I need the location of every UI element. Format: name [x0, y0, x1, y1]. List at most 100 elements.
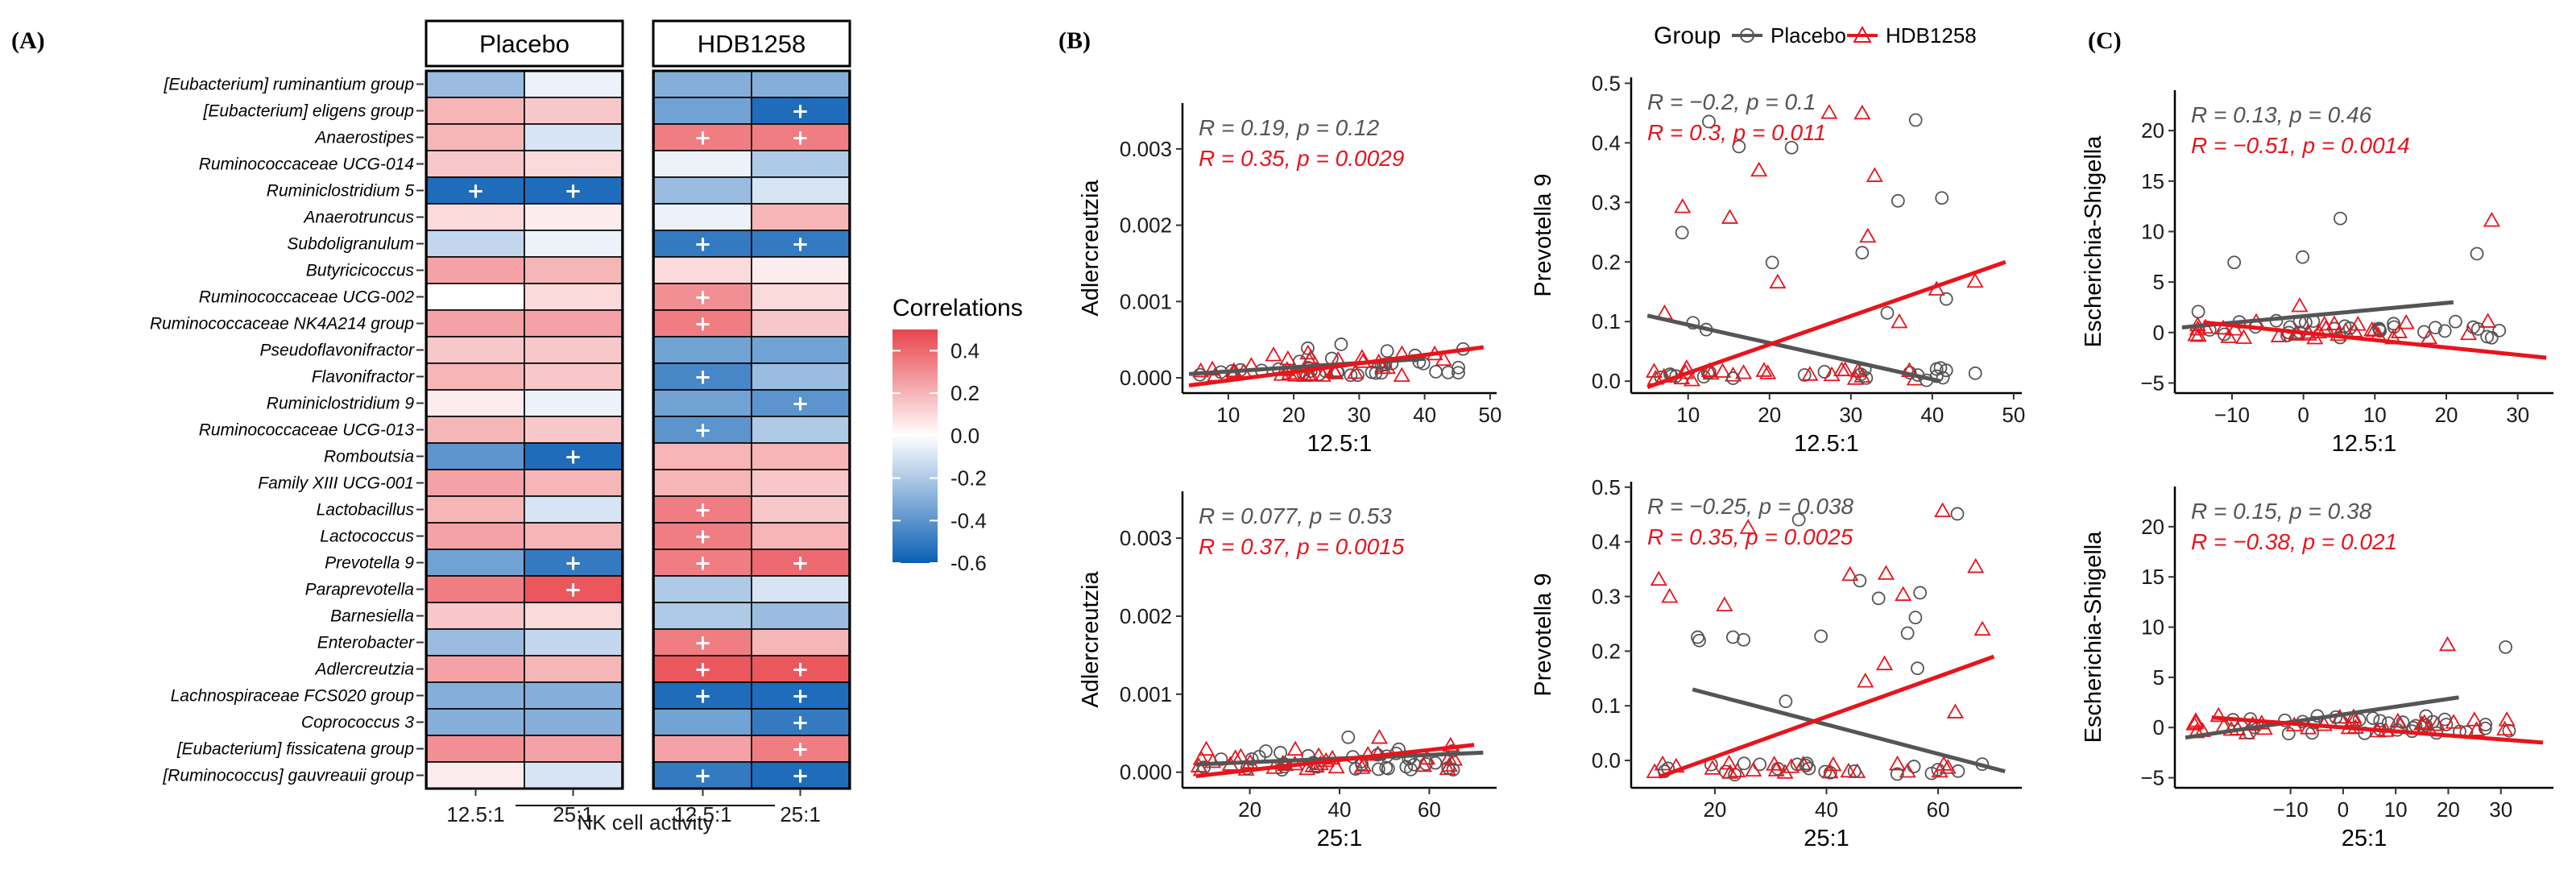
x-axis-title: 25:1: [1317, 826, 1362, 851]
placebo-point: [1891, 193, 1905, 208]
placebo-point: [1779, 694, 1793, 709]
x-tick-label: 30: [2506, 403, 2529, 427]
hdb-point: [1418, 749, 1436, 765]
x-tick-label: 20: [1238, 797, 1261, 822]
y-tick-label: 0.000: [1120, 760, 1172, 785]
hdb-regression-line: [1658, 654, 1995, 779]
y-tick-label: 0.1: [1592, 694, 1621, 718]
heatmap-cell: [524, 309, 623, 338]
heatmap-cell: [524, 495, 623, 524]
hdb-point: [1866, 167, 1883, 182]
legend-placebo-symbol: [1740, 28, 1754, 43]
placebo-regression-line: [2185, 695, 2459, 740]
x-tick-label: 10: [1216, 403, 1240, 427]
hdb-point: [1889, 755, 1907, 771]
significance-mark: +: [694, 313, 712, 337]
colorbar-title: Correlations: [892, 295, 1023, 321]
row-label: Lactobacillus: [317, 501, 415, 520]
placebo-point: [2466, 320, 2480, 334]
hdb-point: [1265, 346, 1282, 362]
row-label: Paraprevotella: [305, 581, 414, 599]
hdb-point: [2226, 321, 2244, 336]
scatter-plot: −5 0 5 10 15 20 −10 0 10 20 30 12.5:1 Escherichia-Sh…: [2081, 90, 2553, 457]
placebo-point: [1880, 306, 1895, 320]
hdb-point: [2498, 711, 2516, 727]
hdb-point: [1973, 620, 1991, 636]
placebo-point: [1334, 338, 1348, 351]
placebo-point: [1907, 760, 1921, 773]
heatmap-cell: [524, 97, 623, 125]
placebo-point: [2191, 304, 2205, 319]
placebo-point: [2387, 317, 2400, 331]
y-tick-label: 0.5: [1592, 71, 1621, 95]
placebo-regression-line: [1646, 313, 1941, 383]
y-tick-label: 0.3: [1592, 190, 1621, 214]
facet-border: [652, 69, 851, 790]
heatmap-cell: [751, 575, 850, 603]
heatmap-cell: [426, 416, 525, 444]
correlation-colorbar: Correlations 0.4 0.2 0.0 -0.2 -0.4 -0.6: [892, 295, 1023, 575]
x-tick-label: −10: [2214, 403, 2250, 427]
placebo-point: [1950, 507, 1965, 521]
heatmap-cell: [426, 495, 525, 524]
row-label: [Eubacterium] ruminantium group: [164, 76, 414, 94]
heatmap-cell: [426, 309, 525, 338]
heatmap-cell: [653, 495, 752, 524]
placebo-point: [1817, 365, 1832, 379]
heatmap-cell: [751, 602, 850, 630]
y-tick-label: 0.4: [1592, 530, 1621, 554]
row-label: Lactococcus: [320, 528, 414, 546]
legend-title: Group: [1654, 23, 1721, 49]
facet-border: [425, 69, 624, 790]
heatmap-cell: [653, 256, 752, 284]
heatmap-cell: [426, 97, 525, 125]
colorbar-tick-label: 0.0: [950, 424, 979, 448]
heatmap-cell: [524, 230, 623, 258]
y-tick-label: 0.002: [1120, 604, 1172, 628]
placebo-point: [1732, 139, 1746, 154]
hdb-point: [1353, 759, 1371, 774]
row-label: Coprococcus 3: [301, 714, 414, 732]
placebo-point: [1847, 764, 1862, 778]
significance-mark: +: [792, 711, 810, 735]
colorbar-tick-label: 0.4: [950, 338, 979, 362]
hdb-point: [1714, 362, 1732, 378]
hdb-stat-text: R = −0.51, p = 0.0014: [2191, 133, 2410, 158]
y-tick-label: 0.3: [1592, 585, 1621, 609]
hdb-point: [1840, 762, 1857, 778]
placebo-point: [2499, 640, 2512, 654]
hdb-point: [1853, 104, 1871, 120]
x-tick-label: 50: [1478, 403, 1501, 427]
heatmap-cell: [653, 442, 752, 470]
placebo-point: [1908, 113, 1923, 127]
heatmap-cell: [653, 176, 752, 205]
placebo-point: [1784, 140, 1799, 155]
hdb-point: [1203, 752, 1222, 768]
heatmap-cell: [524, 362, 623, 391]
heatmap-cell: [751, 628, 850, 656]
heatmap-cell: [524, 256, 623, 284]
x-tick-label: 20: [1758, 403, 1781, 427]
heatmap-cell: [426, 735, 525, 763]
legend-placebo-label: Placebo: [1770, 23, 1846, 48]
hdb-stat-text: R = −0.38, p = 0.021: [2191, 529, 2397, 554]
significance-mark: +: [792, 126, 810, 151]
heatmap-cell: [524, 150, 623, 178]
placebo-point: [1939, 292, 1953, 306]
significance-mark: +: [694, 286, 712, 310]
placebo-point: [2417, 325, 2431, 339]
hdb-point: [1859, 227, 1877, 243]
placebo-point: [1951, 764, 1965, 778]
colorbar-tick-label: 0.2: [950, 381, 979, 405]
heatmap-cell: [426, 602, 525, 630]
hdb-point: [2390, 323, 2408, 338]
placebo-point: [2338, 319, 2352, 333]
panel-label-c: (C): [2088, 27, 2122, 54]
x-axis-title: 12.5:1: [1794, 431, 1859, 457]
hdb-regression-line: [2203, 320, 2547, 360]
significance-mark: +: [694, 764, 712, 789]
row-label: Adlercreutzia: [313, 661, 414, 679]
group-legend: Group Placebo HDB1258: [1654, 23, 1977, 49]
x-axis-title: 12.5:1: [2332, 431, 2397, 457]
placebo-point: [1702, 114, 1716, 129]
